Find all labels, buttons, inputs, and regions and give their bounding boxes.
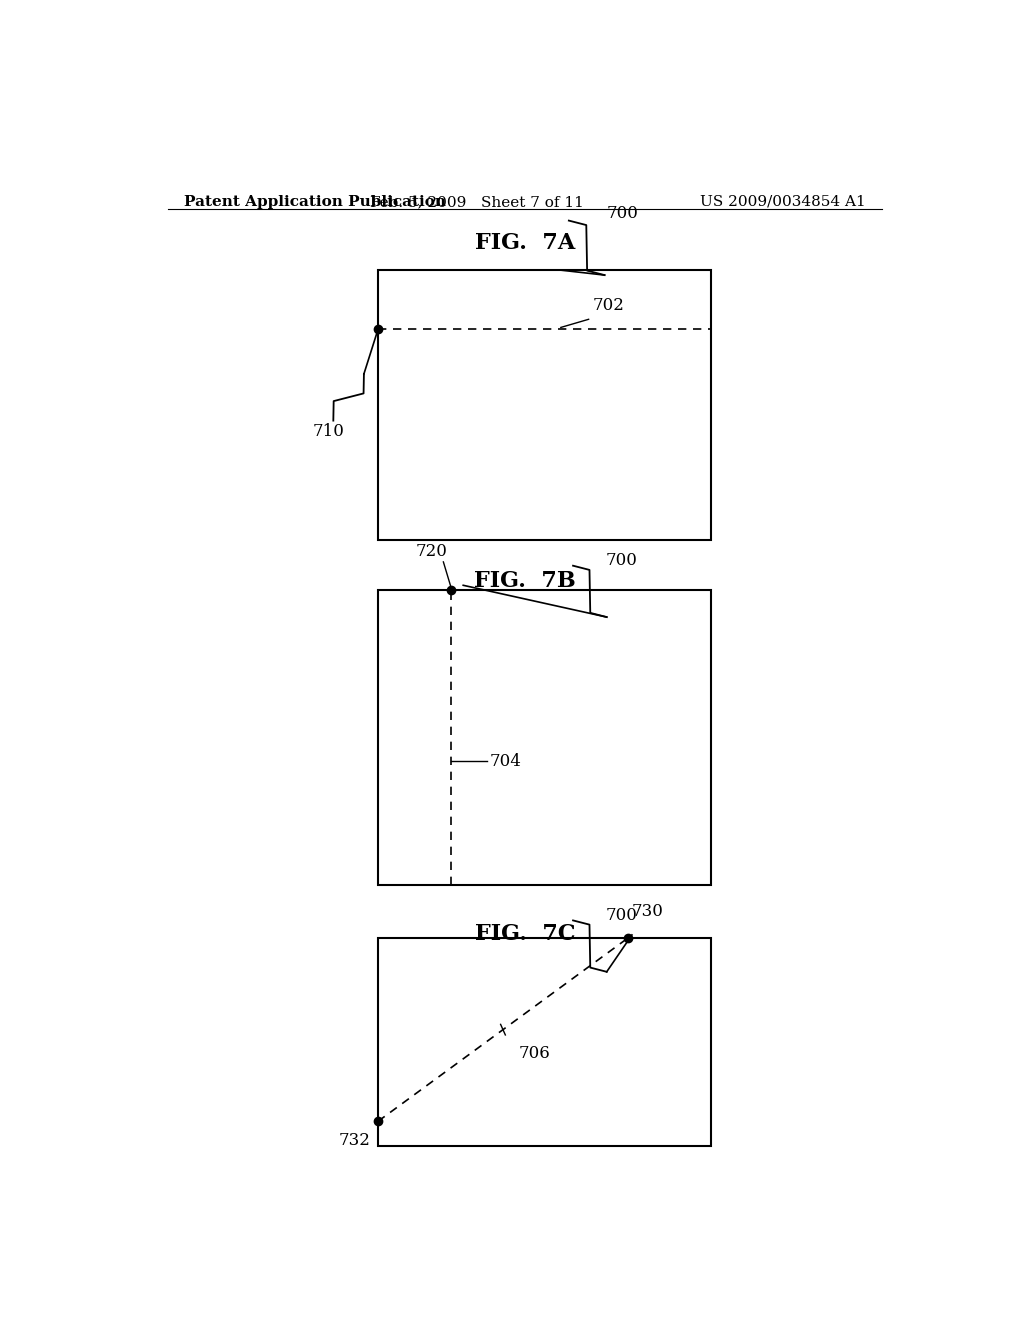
Text: Patent Application Publication: Patent Application Publication bbox=[183, 195, 445, 209]
Bar bbox=[378, 939, 712, 1146]
Text: 732: 732 bbox=[338, 1131, 370, 1148]
Bar bbox=[378, 271, 712, 540]
Text: 710: 710 bbox=[312, 422, 345, 440]
Text: 700: 700 bbox=[606, 907, 638, 924]
Text: 700: 700 bbox=[606, 552, 638, 569]
Text: 720: 720 bbox=[416, 543, 447, 560]
Text: FIG.  7B: FIG. 7B bbox=[474, 570, 575, 593]
Text: 700: 700 bbox=[606, 206, 638, 223]
Text: 704: 704 bbox=[489, 752, 521, 770]
Text: 706: 706 bbox=[519, 1045, 551, 1061]
Bar bbox=[378, 590, 712, 886]
Text: Feb. 5, 2009   Sheet 7 of 11: Feb. 5, 2009 Sheet 7 of 11 bbox=[371, 195, 584, 209]
Text: US 2009/0034854 A1: US 2009/0034854 A1 bbox=[700, 195, 866, 209]
Text: FIG.  7A: FIG. 7A bbox=[475, 231, 574, 253]
Text: 730: 730 bbox=[632, 903, 664, 920]
Text: 702: 702 bbox=[593, 297, 625, 314]
Text: FIG.  7C: FIG. 7C bbox=[474, 923, 575, 945]
